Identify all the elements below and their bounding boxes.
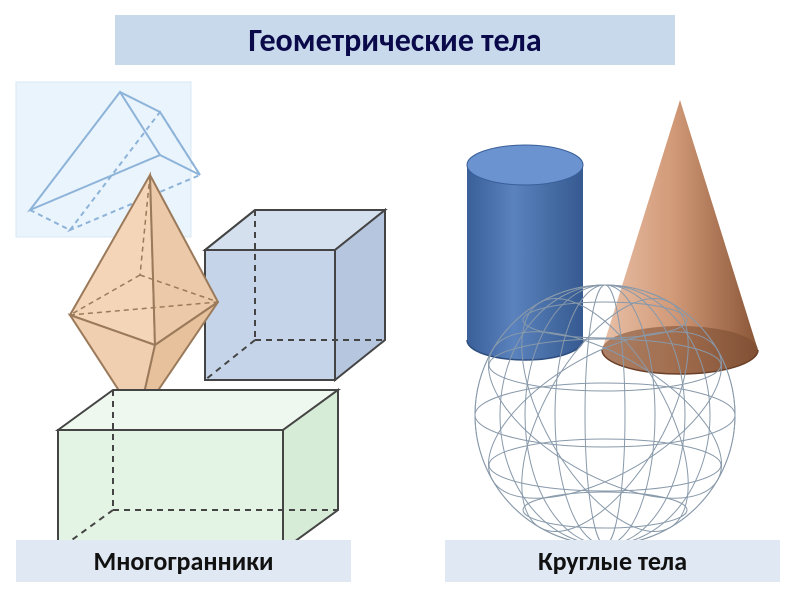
cube-icon <box>205 210 385 380</box>
right-category-label: Круглые тела <box>445 540 780 582</box>
cuboid-icon <box>58 390 338 540</box>
cylinder-icon <box>467 145 583 360</box>
shapes-canvas <box>0 70 800 540</box>
cone-icon <box>602 100 758 374</box>
page-title: Геометрические тела <box>115 15 675 65</box>
left-category-label: Многогранники <box>16 540 351 582</box>
triangular-prism-icon <box>16 82 200 237</box>
